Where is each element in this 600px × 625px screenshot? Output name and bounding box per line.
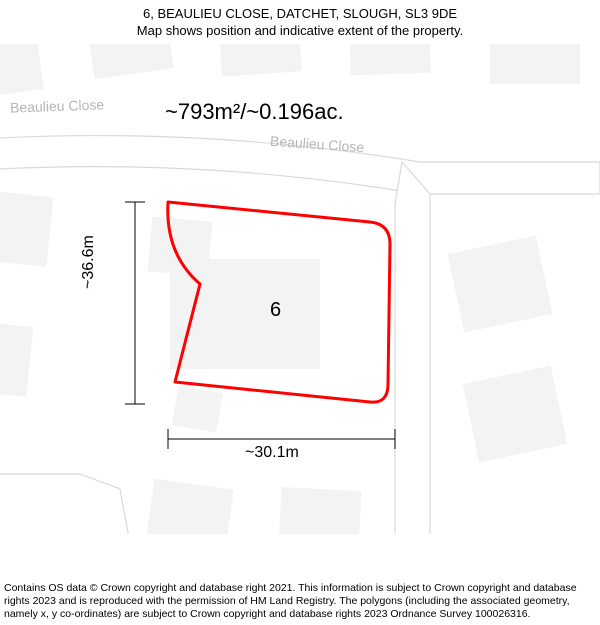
header-title: 6, BEAULIEU CLOSE, DATCHET, SLOUGH, SL3 … <box>0 6 600 23</box>
street-label-1: Beaulieu Close <box>10 96 105 115</box>
width-dimension-label: ~30.1m <box>245 444 299 462</box>
height-dimension-label: ~36.6m <box>80 235 98 289</box>
header: 6, BEAULIEU CLOSE, DATCHET, SLOUGH, SL3 … <box>0 0 600 44</box>
area-label: ~793m²/~0.196ac. <box>165 99 344 125</box>
header-subtitle: Map shows position and indicative extent… <box>0 23 600 40</box>
map-area: Beaulieu Close Beaulieu Close ~793m²/~0.… <box>0 44 600 534</box>
house-number-label: 6 <box>270 299 281 322</box>
footer-text: Contains OS data © Crown copyright and d… <box>4 582 596 621</box>
